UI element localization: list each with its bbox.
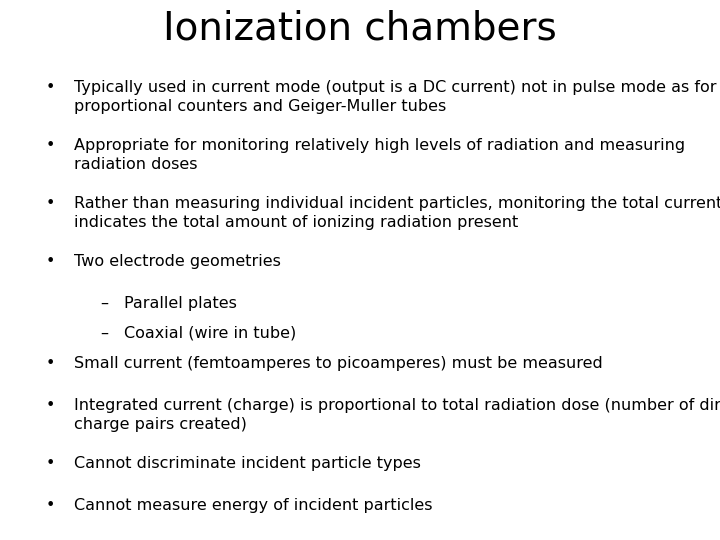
Text: Parallel plates: Parallel plates xyxy=(124,296,237,311)
Text: Coaxial (wire in tube): Coaxial (wire in tube) xyxy=(124,326,296,341)
Text: Integrated current (charge) is proportional to total radiation dose (number of d: Integrated current (charge) is proportio… xyxy=(74,398,720,431)
Text: Typically used in current mode (output is a DC current) not in pulse mode as for: Typically used in current mode (output i… xyxy=(74,80,716,113)
Text: –: – xyxy=(100,296,108,311)
Text: –: – xyxy=(100,326,108,341)
Text: •: • xyxy=(46,138,55,153)
Text: •: • xyxy=(46,254,55,269)
Text: Rather than measuring individual incident particles, monitoring the total curren: Rather than measuring individual inciden… xyxy=(74,196,720,229)
Text: Cannot measure energy of incident particles: Cannot measure energy of incident partic… xyxy=(74,498,433,513)
Text: •: • xyxy=(46,196,55,211)
Text: •: • xyxy=(46,398,55,413)
Text: Two electrode geometries: Two electrode geometries xyxy=(74,254,281,269)
Text: •: • xyxy=(46,498,55,513)
Text: Appropriate for monitoring relatively high levels of radiation and measuring
rad: Appropriate for monitoring relatively hi… xyxy=(74,138,685,172)
Text: •: • xyxy=(46,80,55,95)
Text: •: • xyxy=(46,356,55,371)
Text: •: • xyxy=(46,456,55,471)
Text: Small current (femtoamperes to picoamperes) must be measured: Small current (femtoamperes to picoamper… xyxy=(74,356,603,371)
Text: Cannot discriminate incident particle types: Cannot discriminate incident particle ty… xyxy=(74,456,421,471)
Text: Ionization chambers: Ionization chambers xyxy=(163,10,557,48)
